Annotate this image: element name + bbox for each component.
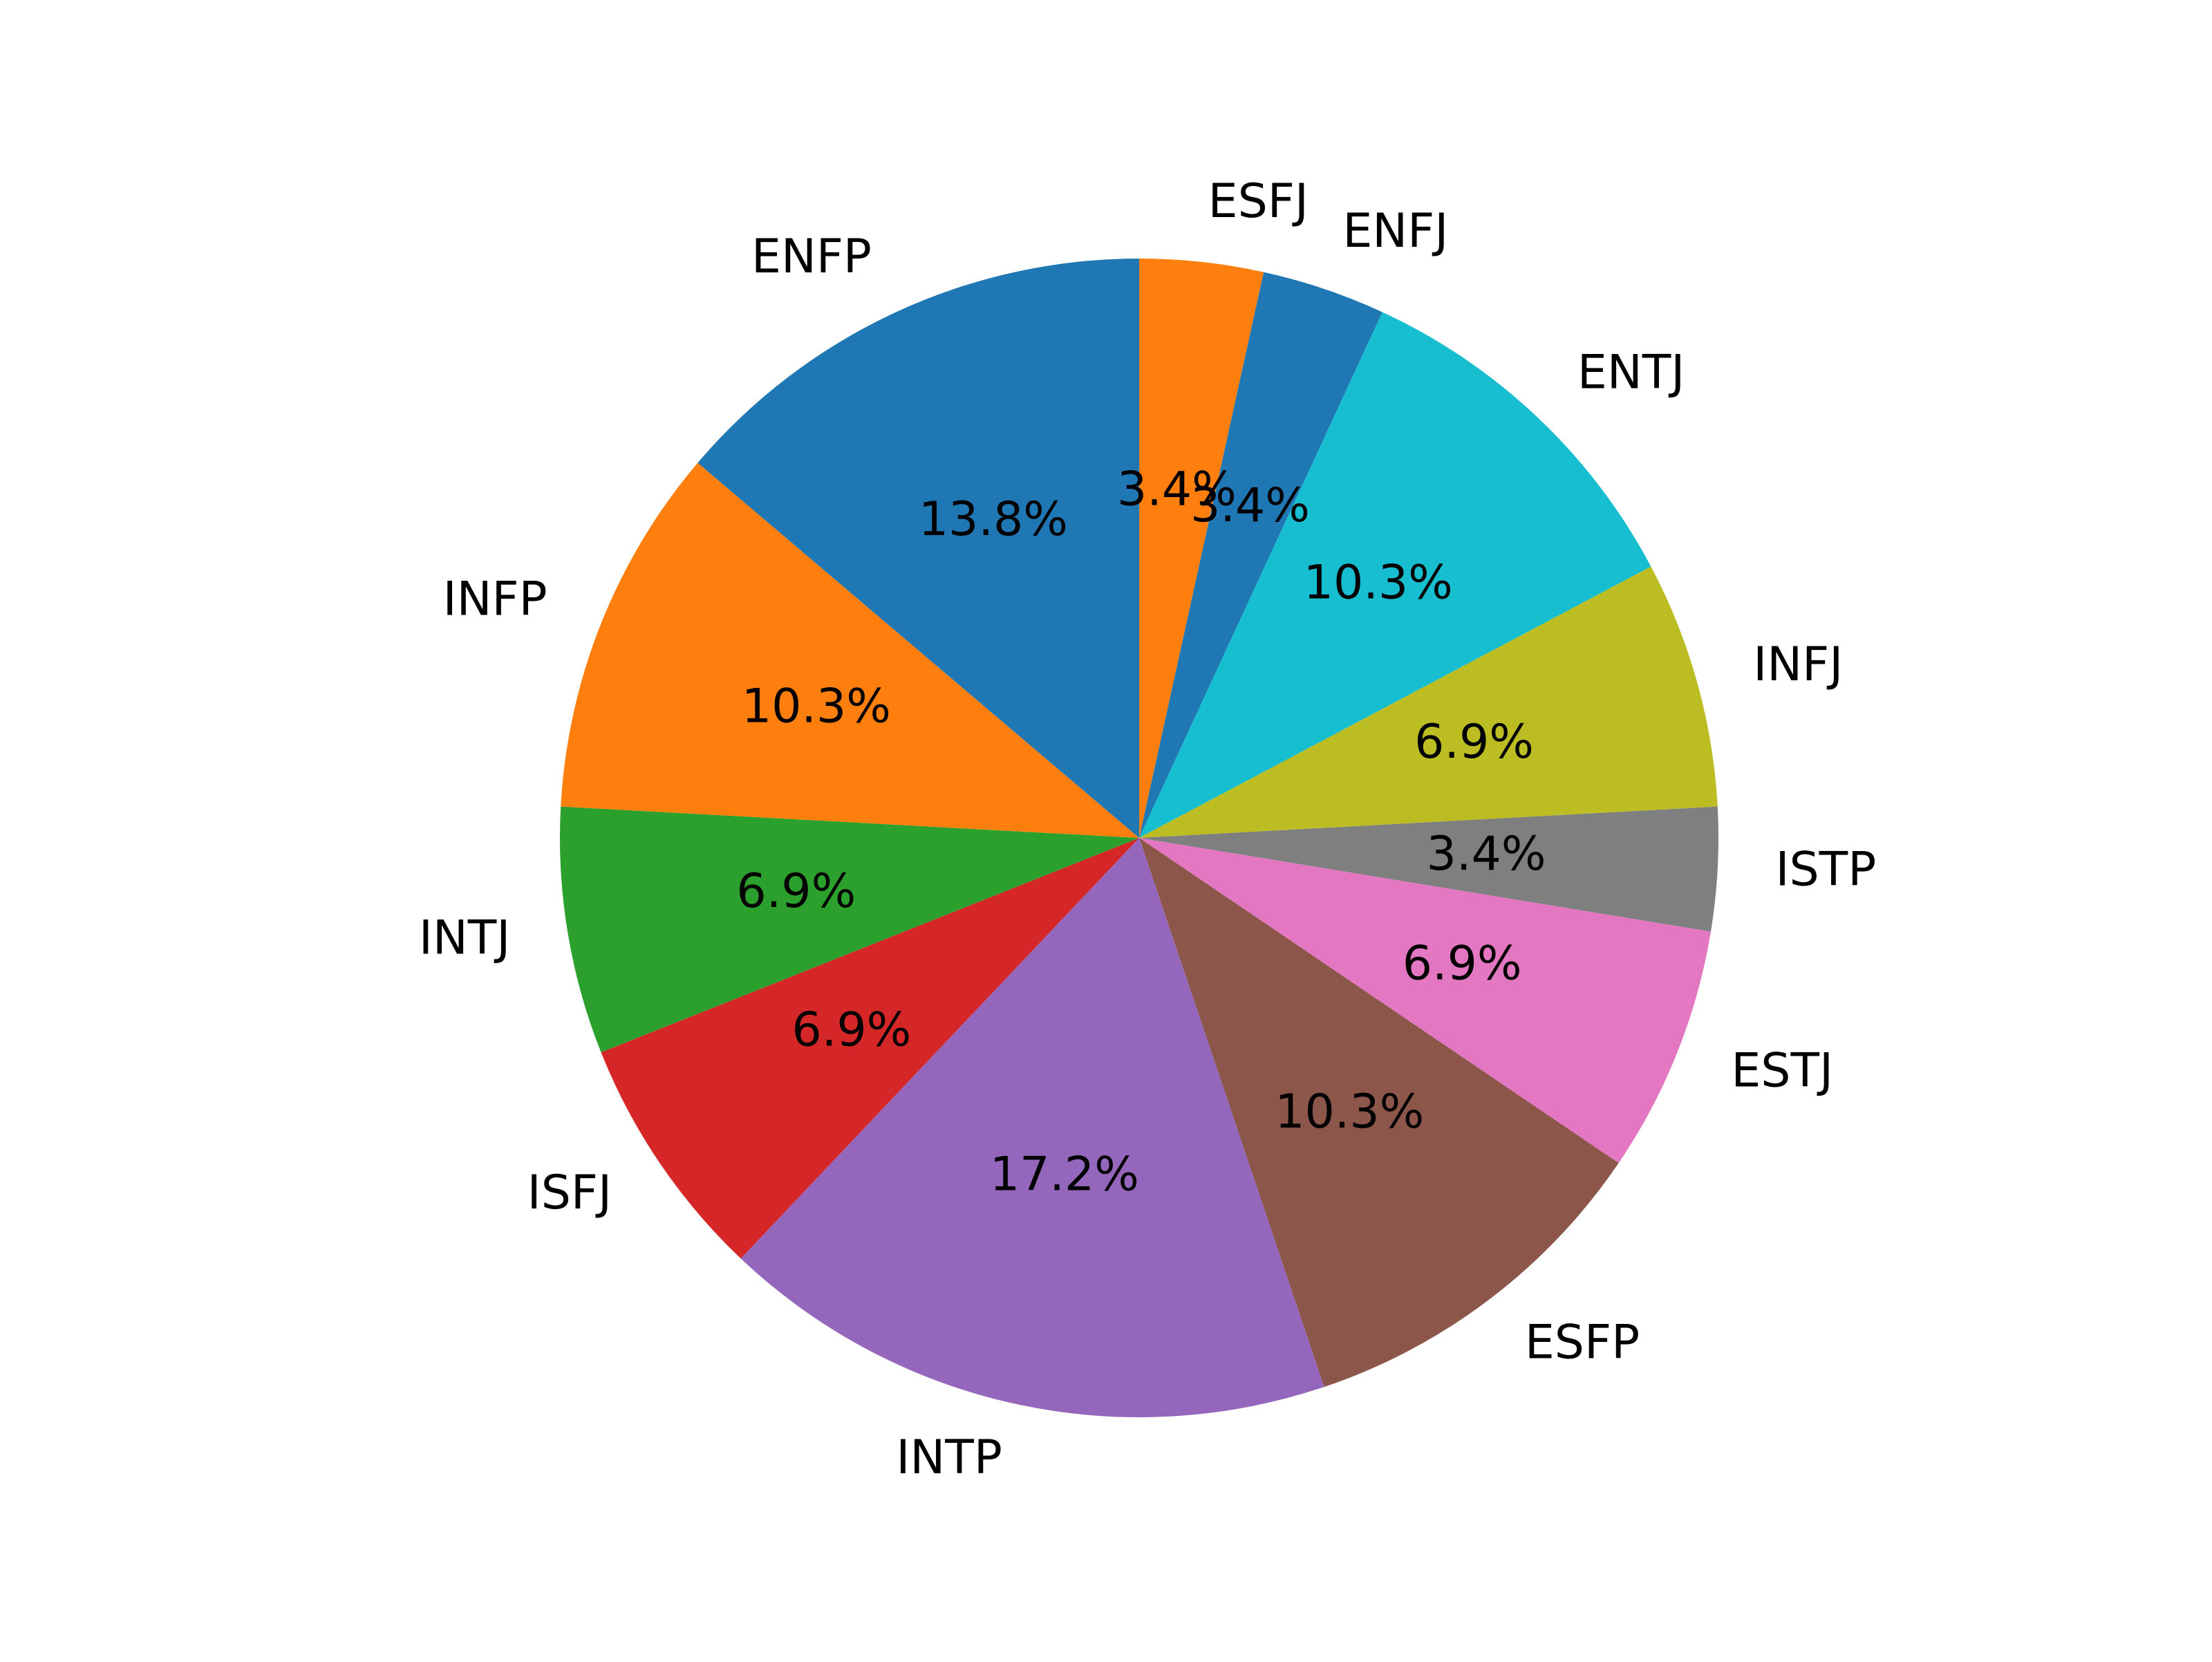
slice-percent-esfj: 3.4% bbox=[1117, 463, 1237, 517]
pie-slice-infp bbox=[561, 463, 1139, 838]
pie-slice-intj bbox=[560, 806, 1139, 1053]
pie-slices bbox=[560, 259, 1718, 1417]
slice-label-istp: ISTP bbox=[1775, 842, 1876, 897]
slice-percent-intp: 17.2% bbox=[990, 1148, 1139, 1202]
pie-labels: ESFJ 3.4% ENFJ 3.4% ENTJ 10.3% INFJ 6.9% ISTP 3.4… bbox=[419, 174, 1876, 1485]
pie-slice-istp bbox=[1139, 806, 1718, 932]
pie-slice-isfj bbox=[601, 838, 1139, 1259]
slice-percent-esfp: 10.3% bbox=[1275, 1085, 1424, 1139]
slice-label-enfj: ENFJ bbox=[1342, 204, 1448, 259]
pie-slice-entj bbox=[1139, 312, 1651, 838]
slice-label-isfj: ISFJ bbox=[527, 1166, 612, 1220]
slice-label-infj: INFJ bbox=[1753, 637, 1843, 692]
slice-percent-infj: 6.9% bbox=[1414, 715, 1534, 769]
slice-percent-estj: 6.9% bbox=[1403, 937, 1522, 991]
slice-percent-istp: 3.4% bbox=[1427, 827, 1546, 881]
slice-label-esfj: ESFJ bbox=[1208, 174, 1309, 229]
slice-label-infp: INFP bbox=[443, 572, 547, 626]
pie-slice-esfj bbox=[1139, 259, 1264, 838]
slice-percent-entj: 10.3% bbox=[1304, 556, 1453, 610]
pie-slice-enfj bbox=[1139, 272, 1382, 839]
slice-label-enfp: ENFP bbox=[751, 230, 872, 284]
slice-percent-enfp: 13.8% bbox=[919, 492, 1068, 547]
slice-label-intp: INTP bbox=[896, 1430, 1002, 1485]
slice-percent-intj: 6.9% bbox=[736, 864, 856, 919]
pie-slice-estj bbox=[1139, 838, 1711, 1164]
slice-percent-enfj: 3.4% bbox=[1190, 478, 1310, 533]
pie-slice-enfp bbox=[697, 259, 1139, 838]
slice-percent-infp: 10.3% bbox=[742, 679, 891, 734]
slice-label-estj: ESTJ bbox=[1731, 1044, 1833, 1099]
pie-slice-infj bbox=[1139, 566, 1718, 838]
pie-slice-esfp bbox=[1139, 838, 1619, 1388]
slice-percent-isfj: 6.9% bbox=[791, 1003, 911, 1058]
slice-label-esfp: ESFP bbox=[1525, 1315, 1640, 1370]
pie-slice-intp bbox=[740, 838, 1324, 1417]
slice-label-intj: INTJ bbox=[419, 911, 511, 966]
slice-label-entj: ENTJ bbox=[1577, 345, 1685, 400]
